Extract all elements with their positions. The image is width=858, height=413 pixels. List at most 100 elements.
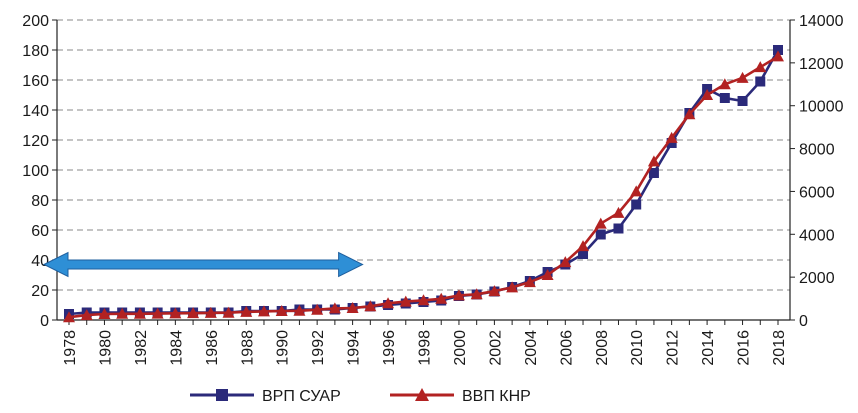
legend-marker-grp [216,389,228,401]
x-axis-tick-label: 2018 [771,330,788,366]
x-axis-tick-label: 1998 [417,330,434,366]
x-axis-tick-label: 1986 [204,330,221,366]
x-axis-tick-label: 2006 [558,330,575,366]
x-axis-tick-label: 1980 [97,330,114,366]
data-point-gdp [506,281,519,293]
data-point-gdp [577,240,590,252]
data-point-grp [578,249,589,259]
data-point-gdp [311,303,324,315]
right-axis-tick-label: 6000 [799,184,835,201]
legend: ВРП СУАР ВВП КНР [190,388,531,405]
x-axis-tick-label: 2004 [523,330,540,366]
left-axis-tick-label: 120 [22,133,49,150]
data-point-gdp [293,304,306,316]
legend-marker-gdp [415,388,429,401]
data-point-gdp [346,302,359,313]
data-point-grp [631,199,642,210]
data-point-gdp [736,71,749,83]
data-point-grp [755,76,766,87]
series [63,45,784,323]
data-point-gdp [665,131,678,143]
data-point-grp [666,138,677,148]
x-axis-tick-label: 1994 [346,330,363,366]
left-axis-tick-label: 160 [22,73,49,90]
left-axis-tick-label: 40 [31,253,49,270]
data-point-gdp [399,295,412,307]
x-axis-tick-label: 1978 [62,330,79,366]
legend-label-gdp: ВВП КНР [462,388,531,405]
legend-item-gdp: ВВП КНР [390,388,531,405]
data-point-gdp [417,294,430,306]
data-point-gdp [328,302,341,314]
data-point-gdp [80,309,93,321]
data-point-gdp [275,305,288,316]
data-point-grp [719,93,730,103]
axes: 0204060801001201401601802000200040006000… [22,13,843,366]
data-point-gdp [382,297,395,309]
left-axis-tick-label: 100 [22,163,49,180]
data-point-gdp [523,276,536,288]
right-axis-tick-label: 4000 [799,227,835,244]
left-axis-tick-label: 60 [31,223,49,240]
data-point-grp [613,223,624,234]
data-point-gdp [98,308,111,319]
left-axis-tick-label: 140 [22,103,49,120]
x-axis-tick-label: 1990 [275,330,292,366]
x-axis-tick-label: 2016 [736,330,753,366]
data-point-gdp [116,307,129,319]
x-axis-tick-label: 1988 [239,330,256,366]
data-point-gdp [612,206,625,218]
data-point-gdp [187,307,200,319]
data-point-gdp [222,306,235,318]
data-point-gdp [364,300,377,312]
data-point-gdp [169,307,182,319]
data-point-grp [648,168,659,178]
grid-lines [57,19,790,291]
legend-label-grp: ВРП СУАР [262,388,341,405]
data-point-gdp [559,256,572,268]
x-axis-tick-label: 2010 [629,330,646,366]
data-point-gdp [754,61,767,73]
data-point-gdp [701,89,714,100]
series-line-gdp [68,55,779,319]
data-point-gdp [240,305,253,317]
x-axis-tick-label: 2008 [594,330,611,366]
data-point-gdp [630,185,643,197]
data-point-gdp [594,217,607,229]
data-point-gdp [683,108,696,120]
x-axis-tick-label: 1982 [133,330,150,366]
x-axis-tick-label: 1992 [310,330,327,366]
data-point-gdp [435,292,448,304]
right-axis-tick-label: 8000 [799,142,835,159]
double-arrow-annotation [42,251,364,278]
x-axis-tick-label: 2012 [665,330,682,366]
left-axis-tick-label: 20 [31,283,49,300]
x-axis-tick-label: 1996 [381,330,398,366]
right-axis-tick-label: 2000 [799,270,835,287]
series-line-grp [68,49,780,316]
data-point-gdp [63,311,75,323]
data-point-gdp [133,307,146,319]
data-point-gdp [204,306,217,318]
left-axis-tick-label: 180 [22,43,49,60]
data-point-gdp [647,155,660,167]
legend-item-grp: ВРП СУАР [190,388,341,405]
right-axis-tick-label: 12000 [799,56,844,73]
x-axis-tick-label: 2002 [487,330,504,366]
x-axis-tick-label: 2000 [452,330,469,366]
data-point-grp [773,45,783,55]
data-point-gdp [470,288,483,300]
data-point-gdp [257,305,270,317]
x-axis-tick-label: 1984 [168,330,185,366]
data-point-gdp [488,285,501,297]
right-axis-tick-label: 14000 [799,13,844,30]
data-point-gdp [772,50,784,62]
data-point-grp [595,229,606,240]
x-axis-tick-label: 2014 [700,330,717,366]
data-point-grp [737,96,748,106]
left-axis-tick-label: 200 [22,13,49,30]
data-point-gdp [452,289,465,301]
right-axis-tick-label: 0 [799,313,808,330]
annotations [42,251,364,278]
